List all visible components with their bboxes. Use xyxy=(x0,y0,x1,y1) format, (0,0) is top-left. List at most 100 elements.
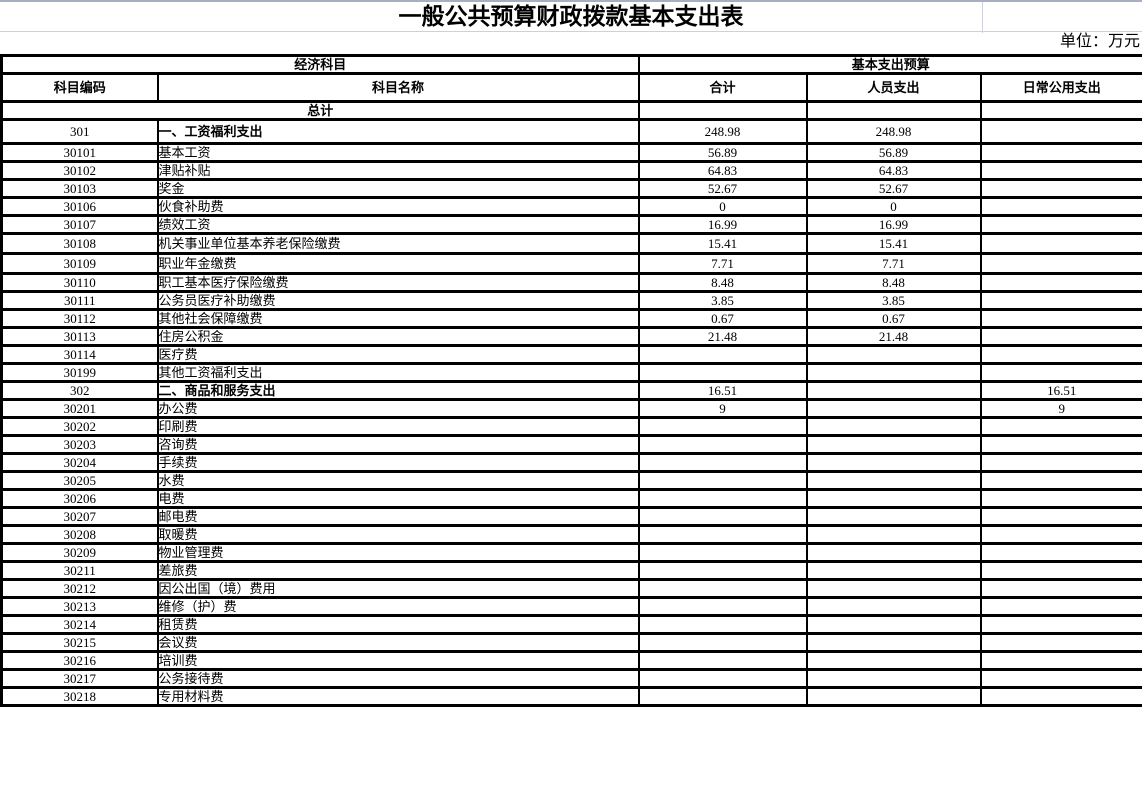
cell-total xyxy=(637,488,808,509)
table-row: 30217 公务接待费 xyxy=(0,668,1142,689)
table-row: 30207 邮电费 xyxy=(0,506,1142,527)
cell-total: 21.48 xyxy=(637,326,808,347)
cell-code: 302 xyxy=(0,380,159,401)
cell-daily xyxy=(979,290,1142,311)
total-row-label: 总计 xyxy=(0,100,640,121)
cell-personnel xyxy=(805,560,982,581)
cell-personnel xyxy=(805,506,982,527)
cell-total: 0 xyxy=(637,196,808,217)
table-row: 30218 专用材料费 xyxy=(0,686,1142,707)
cell-personnel: 0 xyxy=(805,196,982,217)
table-row: 30215 会议费 xyxy=(0,632,1142,653)
cell-name: 咨询费 xyxy=(156,434,640,455)
cell-total xyxy=(637,632,808,653)
cell-code: 30111 xyxy=(0,290,159,311)
cell-daily xyxy=(979,344,1142,365)
cell-personnel: 21.48 xyxy=(805,326,982,347)
cell-name: 职工基本医疗保险缴费 xyxy=(156,272,640,293)
cell-code: 30209 xyxy=(0,542,159,563)
cell-code: 30113 xyxy=(0,326,159,347)
cell-daily xyxy=(979,142,1142,163)
cell-personnel xyxy=(805,362,982,383)
total-row: 总计 xyxy=(0,100,1142,121)
cell-name: 机关事业单位基本养老保险缴费 xyxy=(156,232,640,255)
unit-note: 单位：万元 xyxy=(1059,33,1140,50)
table-row: 30199 其他工资福利支出 xyxy=(0,362,1142,383)
cell-total xyxy=(637,416,808,437)
cell-daily xyxy=(979,560,1142,581)
cell-name: 公务员医疗补助缴费 xyxy=(156,290,640,311)
table-row: 30204 手续费 xyxy=(0,452,1142,473)
cell-total xyxy=(637,506,808,527)
cell-code: 30204 xyxy=(0,452,159,473)
cell-daily xyxy=(979,100,1142,121)
spreadsheet-gridline xyxy=(982,2,983,33)
cell-name: 电费 xyxy=(156,488,640,509)
group-header-economic: 经济科目 xyxy=(0,54,640,75)
cell-personnel xyxy=(805,470,982,491)
cell-personnel xyxy=(805,524,982,545)
cell-daily xyxy=(979,118,1142,145)
cell-personnel xyxy=(805,578,982,599)
cell-name: 差旅费 xyxy=(156,560,640,581)
cell-total: 64.83 xyxy=(637,160,808,181)
cell-total xyxy=(637,650,808,671)
table-row: 30112 其他社会保障缴费 0.67 0.67 xyxy=(0,308,1142,329)
cell-daily xyxy=(979,452,1142,473)
cell-code: 30216 xyxy=(0,650,159,671)
cell-daily xyxy=(979,178,1142,199)
cell-personnel xyxy=(805,542,982,563)
table-row: 30101 基本工资 56.89 56.89 xyxy=(0,142,1142,163)
cell-code: 30218 xyxy=(0,686,159,707)
cell-name: 其他工资福利支出 xyxy=(156,362,640,383)
cell-name: 伙食补助费 xyxy=(156,196,640,217)
cell-daily xyxy=(979,362,1142,383)
table-row: 30114 医疗费 xyxy=(0,344,1142,365)
cell-personnel xyxy=(805,100,982,121)
table-row: 30102 津贴补贴 64.83 64.83 xyxy=(0,160,1142,181)
cell-total: 3.85 xyxy=(637,290,808,311)
cell-code: 301 xyxy=(0,118,159,145)
table-row: 30113 住房公积金 21.48 21.48 xyxy=(0,326,1142,347)
cell-name: 邮电费 xyxy=(156,506,640,527)
cell-daily xyxy=(979,506,1142,527)
cell-daily xyxy=(979,252,1142,275)
cell-daily xyxy=(979,668,1142,689)
cell-daily xyxy=(979,470,1142,491)
cell-total xyxy=(637,614,808,635)
cell-personnel: 52.67 xyxy=(805,178,982,199)
column-header-daily: 日常公用支出 xyxy=(979,72,1142,103)
cell-daily xyxy=(979,434,1142,455)
cell-personnel: 248.98 xyxy=(805,118,982,145)
cell-name: 物业管理费 xyxy=(156,542,640,563)
cell-code: 30212 xyxy=(0,578,159,599)
cell-daily: 9 xyxy=(979,398,1142,419)
cell-code: 30114 xyxy=(0,344,159,365)
cell-total: 56.89 xyxy=(637,142,808,163)
cell-name: 医疗费 xyxy=(156,344,640,365)
cell-personnel xyxy=(805,434,982,455)
cell-personnel: 16.99 xyxy=(805,214,982,235)
cell-code: 30217 xyxy=(0,668,159,689)
cell-personnel: 7.71 xyxy=(805,252,982,275)
column-header-name: 科目名称 xyxy=(156,72,640,103)
cell-daily xyxy=(979,308,1142,329)
group-header-row: 经济科目 基本支出预算 xyxy=(0,54,1142,75)
cell-name: 因公出国（境）费用 xyxy=(156,578,640,599)
cell-code: 30108 xyxy=(0,232,159,255)
cell-personnel xyxy=(805,416,982,437)
cell-name: 其他社会保障缴费 xyxy=(156,308,640,329)
cell-daily xyxy=(979,614,1142,635)
cell-code: 30199 xyxy=(0,362,159,383)
cell-daily xyxy=(979,488,1142,509)
table-row: 30214 租赁费 xyxy=(0,614,1142,635)
cell-code: 30206 xyxy=(0,488,159,509)
column-header-row: 科目编码 科目名称 合计 人员支出 日常公用支出 xyxy=(0,72,1142,103)
cell-total xyxy=(637,578,808,599)
cell-daily xyxy=(979,196,1142,217)
column-header-total: 合计 xyxy=(637,72,808,103)
cell-personnel xyxy=(805,650,982,671)
table-row: 30203 咨询费 xyxy=(0,434,1142,455)
cell-personnel xyxy=(805,596,982,617)
